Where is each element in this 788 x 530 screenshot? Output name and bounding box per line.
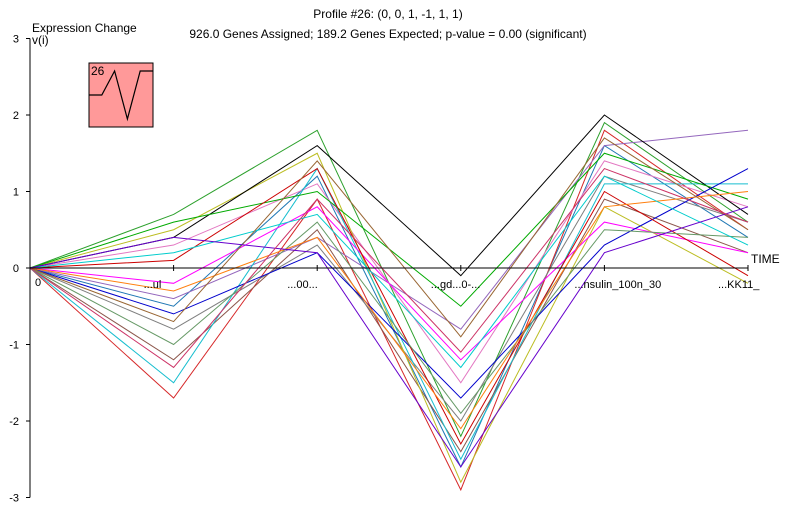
x-axis-label: TIME <box>751 252 780 266</box>
x-tick-label: ...ul <box>144 279 162 291</box>
series-line <box>29 168 749 399</box>
series-line <box>29 221 749 415</box>
profile-number: 26 <box>91 64 105 78</box>
profile-thumbnail: 26 <box>88 62 154 128</box>
series-lines <box>29 114 749 492</box>
series-line <box>29 114 749 277</box>
x-tick-label: ...nsulin_100n_30 <box>574 279 661 291</box>
x-tick-label: ...gd...0-... <box>431 279 481 291</box>
x-tick-label: ...00... <box>287 279 318 291</box>
y-axis-sublabel: v(i) <box>32 33 49 47</box>
y-ticks: 3 2 1 0 -1 -2 -3 <box>9 34 30 505</box>
series-line <box>29 191 749 430</box>
y-tick-label: 1 <box>13 187 19 199</box>
y-tick-label: -1 <box>9 340 19 352</box>
y-tick-label: -3 <box>9 493 19 505</box>
chart-title: Profile #26: (0, 0, 1, -1, 1, 1) <box>313 7 462 21</box>
y-tick-label: 0 <box>13 263 19 275</box>
x-ticks: 0 ...ul ...00... ...gd...0-... ...nsulin_100… <box>29 265 760 291</box>
y-tick-label: 2 <box>13 110 19 122</box>
series-line <box>29 206 749 361</box>
series-line <box>29 160 749 384</box>
y-tick-label: -2 <box>9 416 19 428</box>
series-line <box>29 167 749 369</box>
series-line <box>29 175 749 369</box>
series-line <box>29 198 749 453</box>
series-line <box>29 167 748 461</box>
series-line <box>29 129 749 492</box>
x-tick-label: ...KK11_ <box>718 279 760 291</box>
y-axis-label: Expression Change <box>32 21 137 35</box>
profile-model-line <box>89 69 153 122</box>
x-tick-label: 0 <box>35 277 41 289</box>
series-line <box>29 206 749 468</box>
y-tick-label: 3 <box>13 34 19 46</box>
series-line <box>29 137 749 338</box>
chart-subtitle: 926.0 Genes Assigned; 189.2 Genes Expect… <box>189 27 586 41</box>
series-line <box>29 167 749 445</box>
